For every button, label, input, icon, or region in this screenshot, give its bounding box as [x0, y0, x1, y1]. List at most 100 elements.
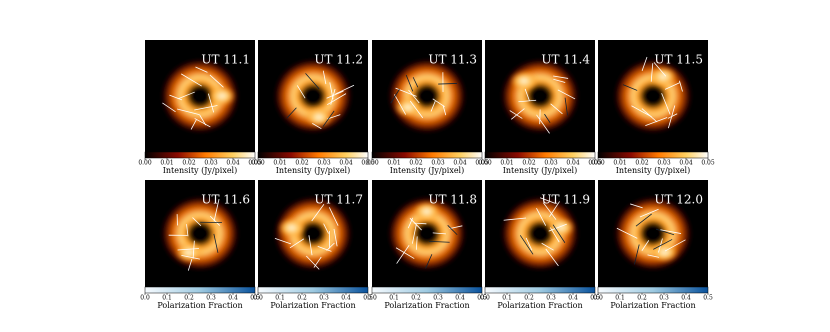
polarization-tick: [429, 241, 450, 243]
polarization-tick: [192, 240, 195, 259]
panel-label: UT 11.8: [428, 193, 477, 207]
panel-label: UT 11.1: [201, 53, 250, 67]
colorbar-tick-label: 0.01: [613, 160, 626, 167]
polarization-tick: [542, 202, 557, 220]
polarization-tick: [407, 217, 414, 229]
polarization-tick: [430, 100, 436, 112]
polarization-tick: [653, 62, 667, 77]
polarization-tick: [645, 117, 668, 127]
colorbar-label: Polarization Fraction: [610, 301, 695, 310]
colorbar-tick-label: 0.04: [226, 160, 240, 167]
hotspot: [174, 242, 203, 263]
polarization-tick: [313, 256, 322, 268]
colorbar-tick-label: 0.2: [637, 295, 647, 302]
polarization-tick: [195, 66, 208, 73]
colorbar-tick-label: 0.1: [502, 295, 512, 302]
polarization-tick: [187, 258, 193, 271]
polarization-tick: [650, 63, 654, 82]
polarization-tick: [541, 242, 554, 251]
polarization-tick: [553, 75, 569, 79]
colorbar-tick-label: 0.3: [659, 295, 669, 302]
colorbar: [371, 151, 483, 159]
colorbar-tick-label: 0.0: [480, 295, 490, 302]
polarization-tick: [524, 88, 530, 101]
polarization-tick: [209, 74, 224, 88]
colorbar-tick-label: 0.04: [453, 160, 467, 167]
polarization-tick: [322, 110, 335, 127]
hotspot: [510, 70, 539, 91]
colorbar-tick-label: 0.00: [365, 160, 379, 167]
polarization-tick: [412, 77, 419, 88]
panels: UT 11.1 0.00 0.01 0.02 0.03 0.04 0.05 Intensity…: [138, 40, 715, 310]
polarization-tick: [394, 94, 407, 115]
panel-label: UT 11.4: [541, 53, 590, 67]
polarization-tick: [335, 84, 355, 95]
polarization-tick: [641, 240, 650, 251]
colorbar-tick-label: 0.01: [500, 160, 513, 167]
hotspot: [547, 217, 576, 238]
hotspot: [412, 201, 441, 222]
polarization-tick: [177, 91, 195, 100]
polarization-tick: [442, 105, 447, 116]
polarization-tick: [395, 247, 415, 259]
colorbar-tick-label: 0.04: [339, 160, 353, 167]
colorbar-tick-label: 0.2: [524, 295, 534, 302]
polarization-tick: [653, 239, 673, 250]
colorbar-tick-label: 0.5: [703, 295, 713, 302]
polarization-tick: [447, 225, 458, 236]
polarization-tick: [539, 197, 556, 204]
colorbar-tick-label: 0.5: [250, 295, 260, 302]
colorbar-tick-label: 0.3: [206, 295, 216, 302]
polarization-tick: [564, 97, 568, 116]
hotspot: [304, 107, 333, 128]
colorbar-label: Intensity (Jy/pixel): [390, 166, 465, 175]
polarization-tick: [327, 93, 347, 106]
polarization-tick: [192, 217, 202, 227]
colorbar-tick-label: 0.02: [409, 160, 423, 167]
polarization-tick: [557, 89, 576, 100]
colorbar-label: Intensity (Jy/pixel): [616, 166, 691, 175]
polarization-tick: [213, 199, 220, 222]
polarization-tick: [180, 73, 202, 87]
polarization-tick: [296, 85, 306, 99]
panel: UT 11.1 0.00 0.01 0.02 0.03 0.04 0.05 Intensity…: [138, 40, 262, 175]
panel-label: UT 11.5: [654, 53, 703, 67]
colorbar-tick-label: 0.4: [341, 295, 351, 302]
panel: UT 11.9 0.0 0.1 0.2 0.3 0.4 0.5 Polarization Fr…: [480, 180, 600, 310]
polarization-tick: [667, 105, 676, 129]
polarization-tick: [405, 74, 414, 92]
colorbar-tick-label: 0.1: [615, 295, 625, 302]
polarization-tick: [616, 227, 638, 239]
polarization-tick: [177, 108, 200, 116]
colorbar-tick-label: 0.04: [566, 160, 580, 167]
colorbar-tick-label: 0.01: [160, 160, 173, 167]
colorbar: [597, 286, 709, 294]
colorbar: [484, 151, 596, 159]
hotspot: [208, 86, 236, 106]
panel: UT 11.3 0.00 0.01 0.02 0.03 0.04 0.05 Intensity…: [365, 40, 489, 175]
colorbar-label: Intensity (Jy/pixel): [503, 166, 578, 175]
colorbar: [257, 286, 369, 294]
polarization-tick: [413, 222, 427, 225]
colorbar-tick-label: 0.05: [361, 160, 375, 167]
colorbar-label: Polarization Fraction: [157, 301, 242, 310]
colorbar-tick-label: 0.03: [657, 160, 671, 167]
panel: UT 11.5 0.00 0.01 0.02 0.03 0.04 0.05 Intensity…: [591, 40, 715, 175]
polarization-tick: [326, 90, 344, 99]
colorbar-tick-label: 0.02: [182, 160, 196, 167]
colorbar-tick-label: 0.4: [568, 295, 578, 302]
polarization-tick: [396, 245, 410, 264]
polarization-tick: [661, 93, 671, 115]
polarization-tick: [511, 108, 525, 120]
polarization-tick: [333, 228, 338, 247]
polarization-tick: [286, 107, 297, 119]
polarization-tick: [545, 248, 559, 267]
polarization-tick: [169, 94, 183, 101]
polarization-tick: [411, 224, 417, 244]
polarization-tick: [518, 99, 537, 103]
polarization-tick: [311, 204, 325, 222]
polarization-tick: [181, 255, 200, 260]
panel-label: UT 11.3: [428, 53, 477, 67]
colorbar-tick-label: 0.5: [363, 295, 373, 302]
colorbar-tick-label: 0.2: [411, 295, 421, 302]
